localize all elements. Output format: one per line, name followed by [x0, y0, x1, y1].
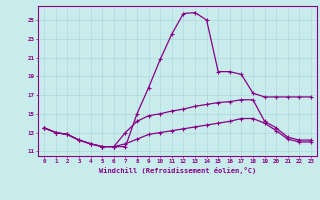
X-axis label: Windchill (Refroidissement éolien,°C): Windchill (Refroidissement éolien,°C)	[99, 167, 256, 174]
